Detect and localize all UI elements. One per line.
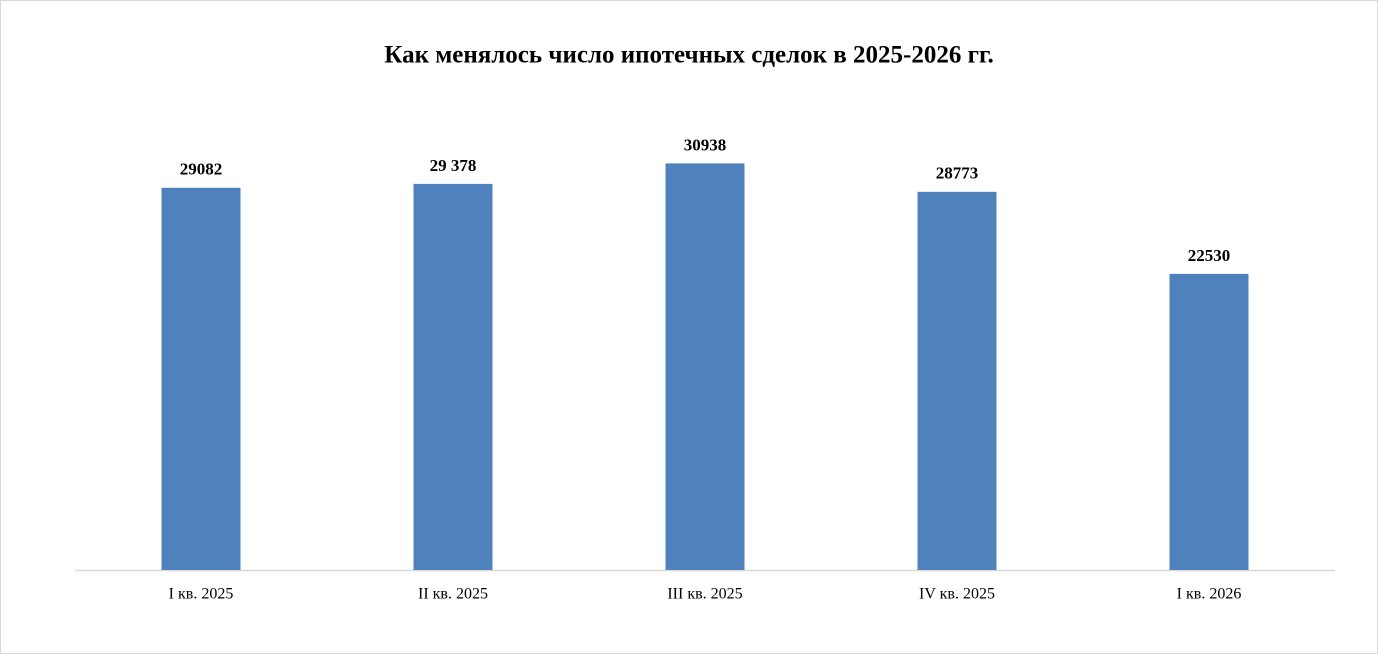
data-label: 22530 — [1188, 246, 1231, 265]
x-tick-label: I кв. 2026 — [1177, 586, 1242, 603]
data-label: 30938 — [684, 135, 727, 154]
data-label: 28773 — [936, 164, 979, 183]
data-label: 29082 — [180, 160, 223, 179]
bar — [917, 191, 997, 570]
bar — [161, 187, 241, 571]
x-tick-label: II кв. 2025 — [418, 586, 488, 603]
data-label: 29 378 — [430, 156, 477, 175]
chart-title: Как менялось число ипотечных сделок в 20… — [384, 42, 993, 69]
x-tick-label: IV кв. 2025 — [919, 586, 995, 603]
x-tick-label: III кв. 2025 — [667, 586, 742, 603]
bar — [413, 183, 493, 570]
bar — [665, 163, 745, 570]
bar — [1169, 273, 1249, 570]
x-tick-label: I кв. 2025 — [169, 586, 234, 603]
